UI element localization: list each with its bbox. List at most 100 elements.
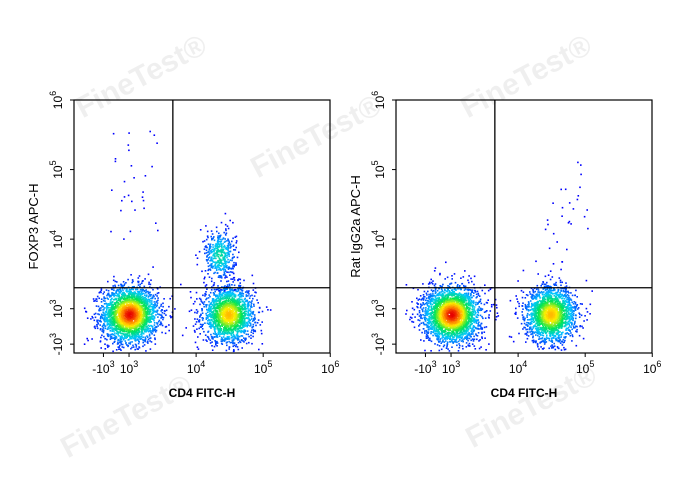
event-dot — [109, 307, 111, 309]
event-dot — [214, 272, 216, 274]
event-dot — [221, 310, 223, 312]
event-dot — [246, 334, 248, 336]
event-dot — [128, 293, 130, 295]
event-dot — [243, 331, 245, 333]
event-dot — [207, 262, 209, 264]
event-dot — [252, 333, 254, 335]
event-dot — [145, 307, 147, 309]
event-dot — [231, 268, 233, 270]
event-dot — [227, 259, 229, 261]
event-dot — [120, 342, 122, 344]
event-dot — [224, 298, 226, 300]
event-dot — [132, 309, 134, 311]
event-dot — [244, 298, 246, 300]
event-dot — [143, 305, 145, 307]
event-dot — [231, 289, 233, 291]
event-dot — [123, 281, 125, 283]
event-dot — [202, 318, 204, 320]
event-dot — [208, 266, 210, 268]
event-dot — [237, 338, 239, 340]
event-dot — [168, 324, 170, 326]
event-dot — [231, 260, 233, 262]
event-dot — [233, 334, 235, 336]
event-dot — [120, 338, 122, 340]
event-dot — [138, 281, 140, 283]
event-dot — [125, 328, 127, 330]
event-dot — [224, 285, 226, 287]
event-dot — [155, 329, 157, 331]
event-dot — [227, 291, 229, 293]
event-dot — [215, 258, 217, 260]
event-dot — [206, 298, 208, 300]
event-dot — [217, 317, 219, 319]
event-dot — [146, 299, 148, 301]
population-cd4-foxp3- — [110, 131, 158, 240]
event-dot — [156, 327, 158, 329]
event-dot — [218, 276, 220, 278]
event-dot — [207, 231, 209, 233]
event-dot — [108, 345, 110, 347]
event-dot — [224, 294, 226, 296]
event-dot — [139, 305, 141, 307]
event-dot — [227, 338, 229, 340]
event-dot — [131, 337, 133, 339]
event-dot — [252, 312, 254, 314]
event-dot — [124, 299, 126, 301]
event-dot — [212, 305, 214, 307]
population-cd4-isotype- — [405, 262, 499, 352]
event-dot — [218, 275, 220, 277]
event-dot — [235, 262, 237, 264]
event-dot — [142, 196, 144, 198]
event-dot — [147, 317, 149, 319]
event-dot — [157, 302, 159, 304]
event-dot — [247, 324, 249, 326]
event-dot — [98, 306, 100, 308]
event-dot — [126, 334, 128, 336]
event-dot — [118, 324, 120, 326]
event-dot — [220, 300, 222, 302]
event-dot — [251, 318, 253, 320]
event-dot — [406, 310, 408, 312]
event-dot — [210, 322, 212, 324]
event-dot — [194, 330, 196, 332]
event-dot — [134, 291, 136, 293]
event-dot — [194, 318, 196, 320]
event-dot — [213, 310, 215, 312]
event-dot — [155, 314, 157, 316]
event-dot — [228, 280, 230, 282]
event-dot — [214, 253, 216, 255]
event-dot — [104, 316, 106, 318]
event-dot — [237, 324, 239, 326]
event-dot — [245, 313, 247, 315]
event-dot — [119, 340, 121, 342]
event-dot — [229, 317, 231, 319]
event-dot — [244, 320, 246, 322]
event-dot — [138, 331, 140, 333]
event-dot — [221, 255, 223, 257]
event-dot — [111, 334, 113, 336]
event-dot — [226, 271, 228, 273]
event-dot — [209, 245, 211, 247]
event-dot — [202, 324, 204, 326]
event-dot — [125, 295, 127, 297]
event-dot — [248, 312, 250, 314]
event-dot — [208, 249, 210, 251]
event-dot — [214, 267, 216, 269]
event-dot — [226, 281, 228, 283]
event-dot — [232, 296, 234, 298]
event-dot — [236, 334, 238, 336]
event-dot — [232, 266, 234, 268]
event-dot — [148, 274, 150, 276]
event-dot — [132, 306, 134, 308]
event-dot — [226, 252, 228, 254]
event-dot — [230, 251, 232, 253]
event-dot — [142, 342, 144, 344]
event-dot — [215, 253, 217, 255]
event-dot — [221, 298, 223, 300]
event-dot — [151, 316, 153, 318]
event-dot — [122, 344, 124, 346]
event-dot — [103, 293, 105, 295]
event-dot — [100, 318, 102, 320]
event-dot — [249, 320, 251, 322]
event-dot — [127, 311, 129, 313]
